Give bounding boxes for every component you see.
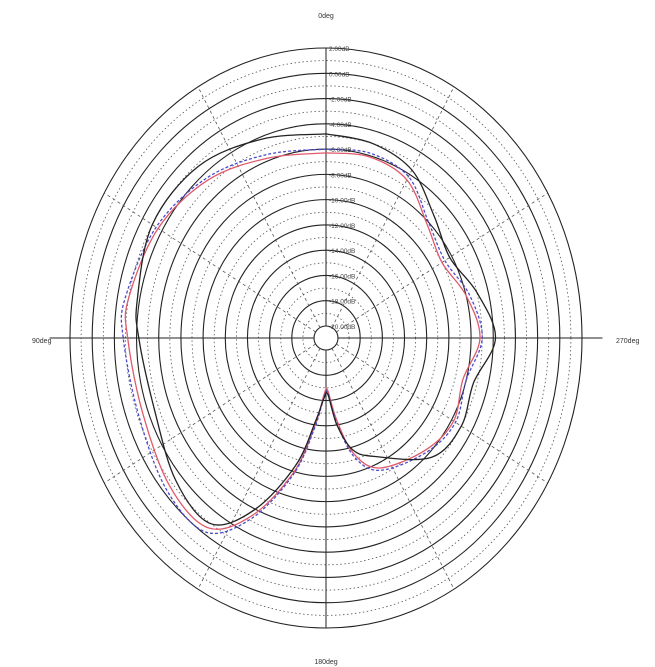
direction-label-bottom: 180deg xyxy=(314,659,337,666)
series-line-1 xyxy=(124,152,481,530)
direction-label-right: 270deg xyxy=(616,338,639,345)
radial-tick-label: -4.00dB xyxy=(329,122,352,129)
grid-spoke xyxy=(331,86,455,328)
radial-tick-label: -6.00dB xyxy=(329,147,352,154)
series-line-3 xyxy=(135,133,497,526)
radial-tick-label: 2.00dB xyxy=(329,46,350,53)
radial-tick-label: -20.00dB xyxy=(329,324,355,331)
grid-spoke xyxy=(336,343,548,484)
radial-tick-label: -8.00dB xyxy=(329,172,352,179)
direction-label-left: 90deg xyxy=(32,338,52,345)
series-line-2 xyxy=(120,148,483,534)
grid-spoke xyxy=(197,86,321,328)
grid-spoke xyxy=(104,192,316,333)
grid-spoke xyxy=(104,343,316,484)
radial-tick-label: -16.00dB xyxy=(329,273,355,280)
radial-tick-label: 0.00dB xyxy=(329,71,350,78)
radial-tick-label: -2.00dB xyxy=(329,97,352,104)
direction-label-top: 0deg xyxy=(318,13,334,20)
series-layer xyxy=(120,133,497,534)
angle-spokes xyxy=(49,48,603,628)
grid-spoke xyxy=(331,348,455,590)
radial-tick-labels: 2.00dB 0.00dB -2.00dB -4.00dB -6.00dB -8.00dB… xyxy=(329,46,355,331)
grid-spoke xyxy=(197,348,321,590)
radial-tick-label: -14.00dB xyxy=(329,248,355,255)
radial-tick-label: -10.00dB xyxy=(329,198,355,205)
radial-tick-label: -18.00dB xyxy=(329,299,355,306)
radial-tick-label: -12.00dB xyxy=(329,223,355,230)
